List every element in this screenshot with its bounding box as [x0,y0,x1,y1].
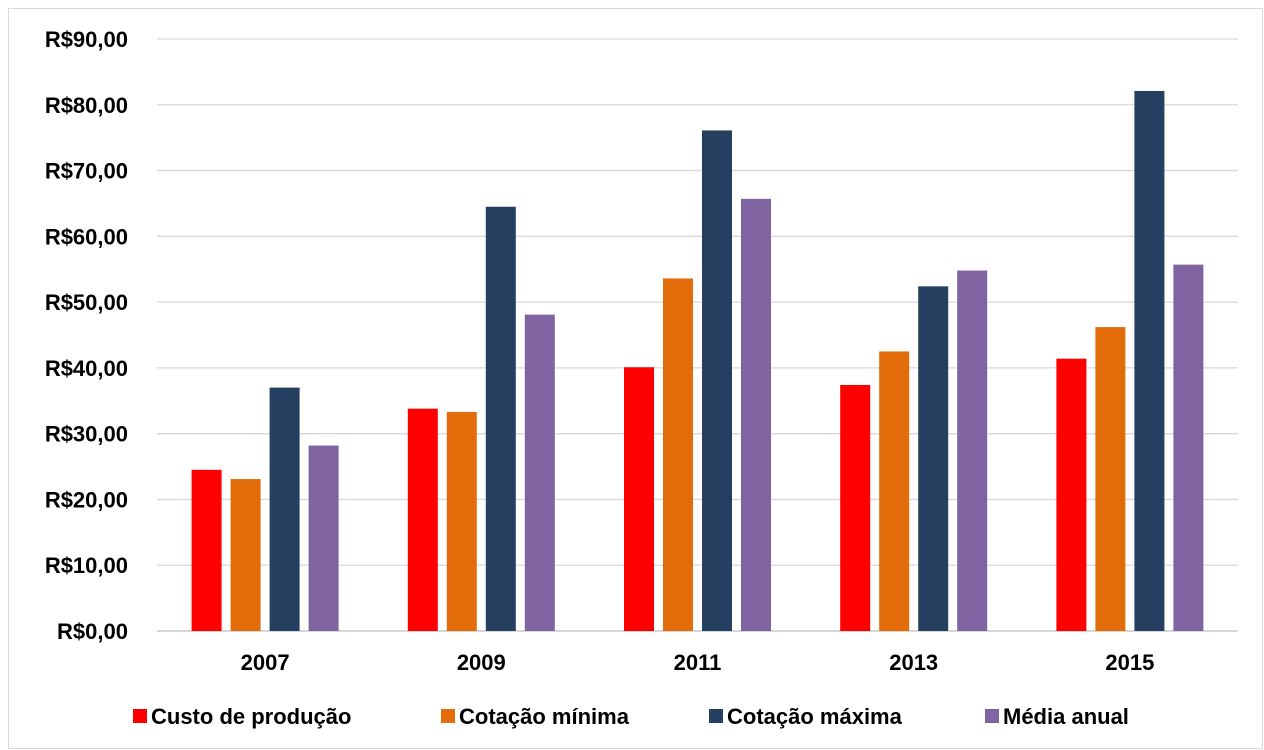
legend-label: Cotação máxima [727,704,903,729]
x-tick-label: 2011 [674,650,722,675]
bar-2007-series-4 [308,445,339,631]
legend-label: Custo de produção [151,704,351,729]
legend-swatch [709,709,723,723]
y-tick-label: R$20,00 [45,487,128,512]
bar-2015-series-1 [1056,358,1087,631]
y-tick-label: R$10,00 [45,553,128,578]
x-tick-label: 2013 [889,650,938,675]
bar-2011-series-4 [741,198,771,631]
bar-2009-series-2 [446,411,477,631]
bar-2011-series-2 [663,278,693,631]
bar-2015-series-3 [1134,90,1165,631]
x-axis-ticks: 2007 2009 2011 2013 2015 [241,650,1155,675]
x-tick-label: 2007 [241,650,290,675]
bar-2013-series-3 [918,286,949,631]
y-tick-label: R$40,00 [45,356,128,381]
y-tick-label: R$80,00 [45,93,128,118]
bar-2007-series-2 [230,479,261,631]
y-tick-label: R$70,00 [45,159,128,184]
bar-2015-series-2 [1095,327,1126,631]
legend-label: Cotação mínima [459,704,630,729]
x-tick-label: 2009 [457,650,506,675]
bar-2013-series-4 [957,270,988,631]
bar-2013-series-1 [840,384,871,631]
bars [191,90,1204,632]
bar-2007-series-1 [191,469,222,631]
legend-swatch [985,709,999,723]
bar-2011-series-3 [702,130,732,632]
y-tick-label: R$0,00 [57,619,128,644]
legend-label: Média anual [1003,704,1129,729]
x-tick-label: 2015 [1105,650,1154,675]
y-tick-label: R$50,00 [45,290,128,315]
legend-swatch [441,709,455,723]
y-tick-label: R$30,00 [45,422,128,447]
legend-swatch [133,709,147,723]
bar-2015-series-4 [1173,264,1204,631]
bar-2013-series-2 [879,351,910,631]
y-tick-label: R$60,00 [45,224,128,249]
bar-2011-series-1 [624,367,654,631]
bar-2009-series-1 [407,408,438,631]
bar-2009-series-4 [524,314,555,631]
legend: Custo de produção Cotação mínima Cotação m… [133,704,1129,729]
bar-2007-series-3 [269,387,300,631]
y-axis-ticks: R$0,00 R$10,00 R$20,00 R$30,00 R$40,00 R$50,0… [45,27,128,644]
y-tick-label: R$90,00 [45,27,128,52]
chart-frame [8,8,1263,749]
bar-2009-series-3 [485,206,516,631]
